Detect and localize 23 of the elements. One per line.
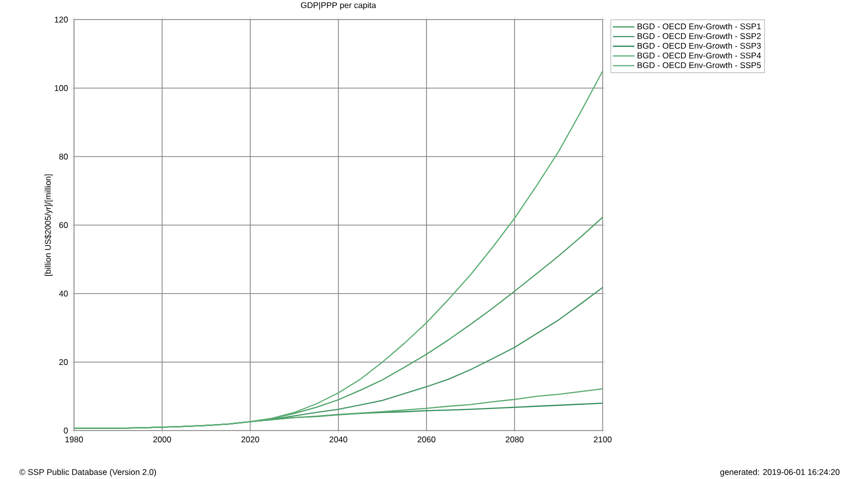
chart-title: GDP|PPP per capita	[300, 2, 376, 10]
x-tick-label: 2040	[330, 436, 348, 443]
legend-label: BGD - OECD Env-Growth - SSP1	[638, 23, 761, 30]
legend-label: BGD - OECD Env-Growth - SSP2	[638, 33, 761, 40]
y-axis-title: [billion US$2005/yr]/[million]	[44, 174, 52, 276]
text: © SSP Public Database (Version 2.0)	[19, 469, 156, 477]
x-tick-label: 2000	[153, 436, 172, 443]
y-tick-label: 40	[59, 290, 68, 297]
y-tick-label: 120	[54, 16, 68, 23]
text: generated: 2019-06-01 16:24:20	[720, 469, 840, 477]
y-tick-label: 20	[59, 359, 68, 366]
y-tick-label: 60	[59, 222, 68, 228]
x-tick-label: 2100	[594, 436, 612, 443]
y-tick-label: 0	[64, 428, 68, 434]
legend-label: BGD - OECD Env-Growth - SSP5	[638, 62, 761, 68]
x-tick-label: 2020	[241, 436, 260, 443]
x-tick-label: 1980	[65, 436, 83, 443]
legend-label: BGD - OECD Env-Growth - SSP3	[638, 42, 761, 49]
legend-label: BGD - OECD Env-Growth - SSP4	[638, 52, 761, 59]
y-tick-label: 80	[59, 154, 68, 160]
x-tick-label: 2080	[506, 436, 524, 443]
x-tick-label: 2060	[418, 436, 436, 443]
y-tick-label: 100	[54, 85, 68, 92]
